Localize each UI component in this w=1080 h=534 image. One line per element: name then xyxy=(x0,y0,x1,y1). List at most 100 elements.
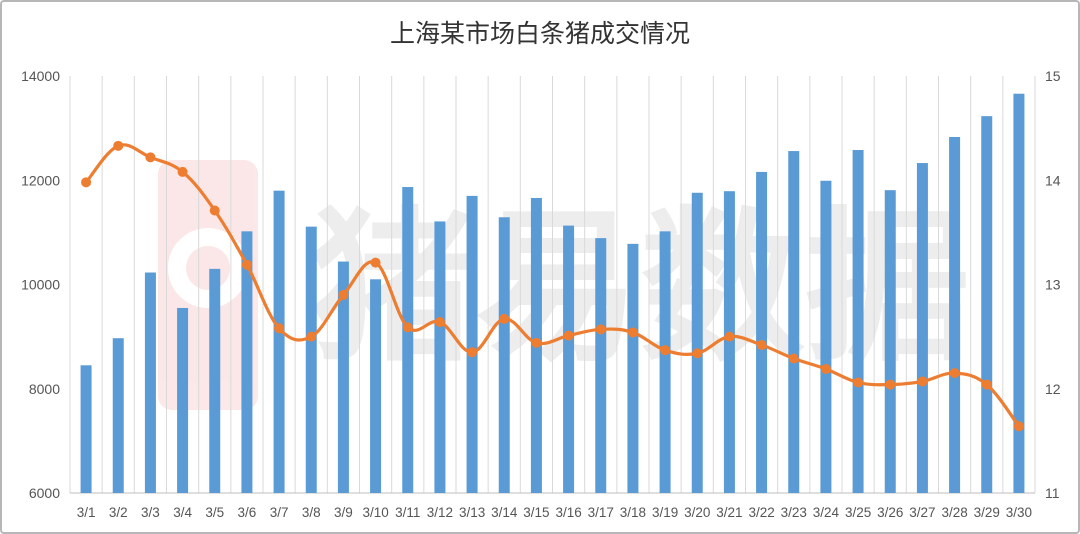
x-tick-label: 3/11 xyxy=(395,505,420,520)
x-tick-label: 3/5 xyxy=(205,505,224,520)
y-left-tick-label: 8000 xyxy=(29,381,60,397)
price-point xyxy=(981,379,992,390)
bar xyxy=(595,238,607,493)
price-point xyxy=(627,327,638,338)
bar xyxy=(852,150,864,493)
price-point xyxy=(692,348,703,359)
x-tick-label: 3/6 xyxy=(238,505,257,520)
price-point xyxy=(660,345,671,356)
x-tick-label: 3/27 xyxy=(909,505,935,520)
x-tick-label: 3/14 xyxy=(491,505,518,520)
x-tick-label: 3/28 xyxy=(941,505,967,520)
bar xyxy=(273,190,285,494)
bar xyxy=(434,221,446,493)
x-tick-label: 3/13 xyxy=(459,505,485,520)
price-point xyxy=(241,259,252,270)
bar xyxy=(498,217,510,494)
price-point xyxy=(949,368,960,379)
price-point xyxy=(338,289,349,300)
x-tick-label: 3/4 xyxy=(173,505,192,520)
price-point xyxy=(820,363,831,374)
price-point xyxy=(113,140,124,151)
x-tick-label: 3/29 xyxy=(974,505,1000,520)
bar xyxy=(241,231,253,493)
price-point xyxy=(177,166,188,177)
price-point xyxy=(1013,421,1024,432)
x-tick-label: 3/16 xyxy=(555,505,581,520)
bar xyxy=(659,231,671,493)
bar xyxy=(466,195,478,493)
price-point xyxy=(306,331,317,342)
x-tick-label: 3/8 xyxy=(302,505,321,520)
bar xyxy=(627,243,639,493)
x-tick-label: 3/2 xyxy=(109,505,128,520)
price-point xyxy=(499,313,510,324)
bar xyxy=(981,116,993,493)
price-point xyxy=(531,337,542,348)
bar xyxy=(756,171,768,493)
price-point xyxy=(209,205,220,216)
bar xyxy=(884,190,896,493)
price-point xyxy=(788,353,799,364)
price-point xyxy=(402,322,413,333)
bar xyxy=(305,226,317,494)
price-point xyxy=(145,152,156,163)
price-point xyxy=(756,339,767,350)
x-tick-label: 3/30 xyxy=(1006,505,1032,520)
x-tick-label: 3/24 xyxy=(813,505,840,520)
y-left-tick-label: 12000 xyxy=(21,172,60,188)
price-point xyxy=(434,317,445,328)
x-tick-label: 3/20 xyxy=(684,505,710,520)
y-left-tick-label: 14000 xyxy=(21,68,60,84)
x-tick-label: 3/7 xyxy=(270,505,289,520)
price-point xyxy=(563,330,574,341)
price-point xyxy=(724,331,735,342)
price-point xyxy=(917,376,928,387)
x-tick-label: 3/3 xyxy=(141,505,160,520)
bar xyxy=(177,307,189,493)
x-tick-label: 3/21 xyxy=(716,505,742,520)
x-tick-label: 3/10 xyxy=(362,505,388,520)
y-right-tick-label: 15 xyxy=(1045,68,1061,84)
y-left-tick-label: 6000 xyxy=(29,485,60,501)
watermark-logo-ring xyxy=(168,228,248,308)
chart-title: 上海某市场白条猪成交情况 xyxy=(389,19,690,48)
y-right-tick-label: 11 xyxy=(1045,485,1060,501)
x-tick-label: 3/12 xyxy=(427,505,453,520)
bar xyxy=(691,192,703,493)
watermark-logo-dot xyxy=(186,246,230,290)
bar xyxy=(144,272,156,493)
bar xyxy=(820,180,832,494)
y-right-tick-label: 12 xyxy=(1045,381,1061,397)
x-tick-label: 3/18 xyxy=(620,505,646,520)
x-tick-label: 3/23 xyxy=(781,505,807,520)
bar xyxy=(80,365,92,493)
price-point xyxy=(885,379,896,390)
y-right-tick-label: 13 xyxy=(1045,277,1061,293)
bar xyxy=(402,187,414,493)
price-point xyxy=(467,347,478,358)
bar xyxy=(563,225,575,493)
price-point xyxy=(274,323,285,334)
x-tick-label: 3/22 xyxy=(748,505,774,520)
price-point xyxy=(595,324,606,335)
bar xyxy=(916,163,928,493)
x-tick-label: 3/17 xyxy=(588,505,614,520)
bar xyxy=(723,191,735,494)
price-point xyxy=(81,177,92,188)
bar xyxy=(1013,93,1025,493)
x-tick-label: 3/1 xyxy=(77,505,96,520)
bar xyxy=(788,151,800,493)
bar xyxy=(209,268,221,493)
x-tick-label: 3/15 xyxy=(523,505,549,520)
price-point xyxy=(853,377,864,388)
x-tick-label: 3/25 xyxy=(845,505,871,520)
bar xyxy=(112,338,124,493)
price-point xyxy=(370,257,381,268)
bar xyxy=(337,261,349,493)
x-tick-label: 3/9 xyxy=(334,505,353,520)
x-tick-label: 3/26 xyxy=(877,505,903,520)
bar xyxy=(949,136,961,493)
x-tick-label: 3/19 xyxy=(652,505,678,520)
